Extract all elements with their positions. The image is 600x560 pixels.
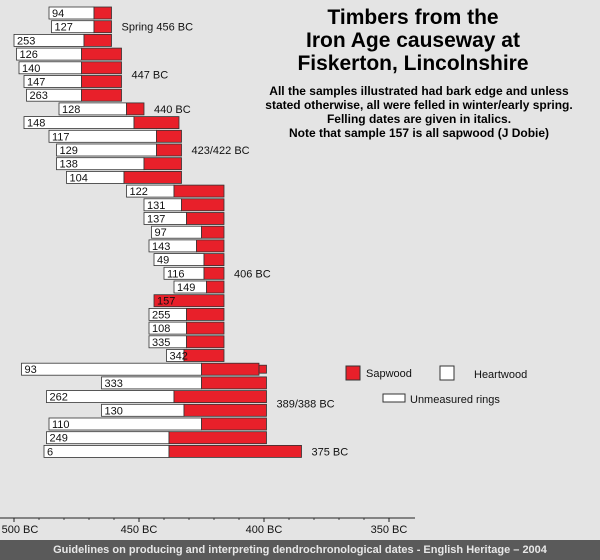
sample-label: 97: [155, 227, 167, 239]
chart-note: All the samples illustrated had bark edg…: [265, 84, 573, 140]
sample-label: 138: [60, 159, 78, 171]
sapwood-bar: [93, 20, 112, 34]
sample-label: 117: [52, 131, 70, 143]
sample-label: 263: [30, 90, 48, 102]
sample-label: 255: [152, 309, 170, 321]
sapwood-bar: [183, 349, 225, 362]
sapwood-bar: [126, 102, 145, 116]
sample-label: 93: [25, 364, 37, 376]
legend-sapwood-label: Sapwood: [366, 368, 412, 380]
sample-label: 126: [20, 49, 38, 61]
heartwood-bar: [43, 444, 170, 458]
sapwood-bar: [81, 75, 122, 88]
sample-label: 128: [62, 104, 80, 116]
x-tick-label: 350 BC: [371, 524, 408, 536]
sample-label: 6: [47, 446, 53, 458]
sapwood-bar: [203, 253, 225, 267]
sapwood-bar: [201, 417, 267, 431]
sapwood-bar: [123, 170, 182, 184]
heartwood-bar: [48, 417, 202, 431]
sample-label: 140: [22, 63, 40, 75]
sapwood-bar: [183, 403, 267, 417]
sample-label: 335: [152, 337, 170, 349]
sample-label: 262: [50, 392, 68, 404]
sapwood-bar: [201, 362, 260, 376]
sapwood-bar: [196, 239, 225, 253]
sample-label: 342: [170, 351, 188, 363]
sapwood-bar: [173, 390, 267, 404]
sapwood-bar: [93, 6, 112, 20]
x-tick-label: 500 BC: [2, 524, 39, 536]
sapwood-bar: [81, 88, 122, 102]
felling-date-label: 447 BC: [132, 70, 169, 82]
sapwood-bar: [81, 47, 122, 61]
sapwood-bar: [186, 212, 225, 225]
sample-label: 49: [157, 255, 169, 267]
legend-heartwood-swatch: [439, 365, 455, 381]
unmeasured-rings-bar: [258, 364, 267, 374]
sample-label: 110: [52, 419, 70, 431]
sapwood-bar: [83, 34, 112, 47]
sample-label: 130: [105, 405, 123, 417]
felling-date-label: 375 BC: [312, 446, 349, 458]
sample-label: 122: [130, 186, 148, 198]
legend-unmeasured-label: Unmeasured rings: [410, 394, 500, 406]
sapwood-bar: [181, 198, 225, 212]
sample-label: 127: [55, 22, 73, 34]
sapwood-bar: [153, 294, 225, 308]
felling-date-label: Spring 456 BC: [122, 22, 194, 34]
sample-label: 253: [17, 35, 35, 47]
sapwood-bar: [143, 157, 182, 171]
legend-unmeasured-swatch: [382, 393, 406, 403]
sample-label: 116: [167, 268, 185, 280]
legend-sapwood-swatch: [345, 365, 361, 381]
sapwood-bar: [186, 307, 225, 321]
sapwood-bar: [156, 143, 182, 157]
sapwood-bar: [203, 266, 225, 280]
sample-label: 147: [27, 77, 45, 89]
footer-credit: Guidelines on producing and interpreting…: [0, 540, 600, 560]
sample-label: 149: [177, 282, 195, 294]
sample-label: 104: [70, 172, 88, 184]
x-tick-label: 400 BC: [246, 524, 283, 536]
sample-label: 249: [50, 433, 68, 445]
sapwood-bar: [168, 444, 302, 458]
sample-label: 143: [152, 241, 170, 253]
sapwood-bar: [201, 225, 225, 239]
legend-heartwood-label: Heartwood: [474, 369, 527, 381]
sapwood-bar: [186, 335, 225, 349]
sapwood-bar: [173, 184, 225, 198]
chart-title: Timbers from the Iron Age causeway at Fi…: [297, 6, 529, 75]
sample-label: 94: [52, 8, 64, 20]
sapwood-bar: [156, 129, 182, 143]
felling-date-label: 406 BC: [234, 268, 271, 280]
felling-date-label: 440 BC: [154, 104, 191, 116]
sapwood-bar: [186, 321, 225, 335]
sapwood-bar: [206, 280, 225, 294]
sample-label: 131: [147, 200, 165, 212]
sapwood-bar: [133, 116, 180, 129]
x-tick-label: 450 BC: [121, 524, 158, 536]
sample-label: 157: [157, 296, 175, 308]
sample-label: 129: [60, 145, 78, 157]
sapwood-bar: [201, 376, 267, 390]
sapwood-bar: [81, 61, 122, 75]
heartwood-bar: [21, 362, 202, 376]
sample-label: 148: [27, 118, 45, 130]
sample-label: 137: [147, 214, 165, 226]
sample-label: 108: [152, 323, 170, 335]
felling-date-label: 423/422 BC: [192, 145, 250, 157]
felling-date-label: 389/388 BC: [277, 398, 335, 410]
sapwood-bar: [168, 431, 267, 445]
sample-label: 333: [105, 378, 123, 390]
